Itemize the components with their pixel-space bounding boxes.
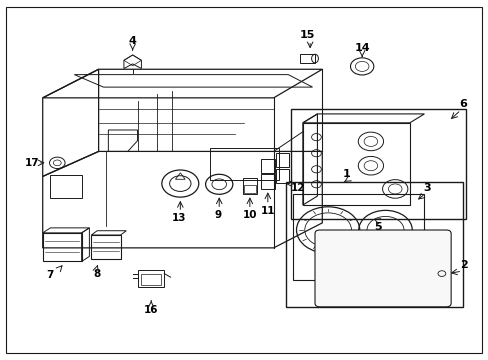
Text: 2: 2 (460, 260, 467, 270)
Text: 12: 12 (290, 183, 305, 193)
Text: 11: 11 (260, 206, 275, 216)
Text: 10: 10 (242, 210, 257, 220)
Text: 17: 17 (25, 158, 39, 168)
Bar (261, 174, 274, 189)
Bar (261, 158, 274, 173)
Text: 14: 14 (354, 43, 369, 53)
Text: 8: 8 (93, 269, 100, 279)
Text: 7: 7 (46, 270, 54, 280)
FancyBboxPatch shape (314, 230, 450, 307)
Bar (275, 168, 288, 183)
Bar (242, 178, 257, 194)
Text: 15: 15 (300, 30, 315, 40)
Text: 4: 4 (128, 36, 136, 46)
Text: 13: 13 (171, 213, 186, 223)
Bar (50, 175, 81, 198)
Bar (244, 185, 255, 193)
Text: 5: 5 (374, 222, 381, 232)
Text: 9: 9 (214, 210, 222, 220)
Bar (141, 274, 161, 285)
Bar (285, 182, 462, 307)
Text: 16: 16 (143, 305, 158, 315)
Text: 1: 1 (342, 169, 350, 179)
Bar (275, 153, 288, 167)
Bar (290, 109, 465, 219)
Text: 6: 6 (458, 99, 466, 109)
Text: 3: 3 (422, 183, 430, 193)
